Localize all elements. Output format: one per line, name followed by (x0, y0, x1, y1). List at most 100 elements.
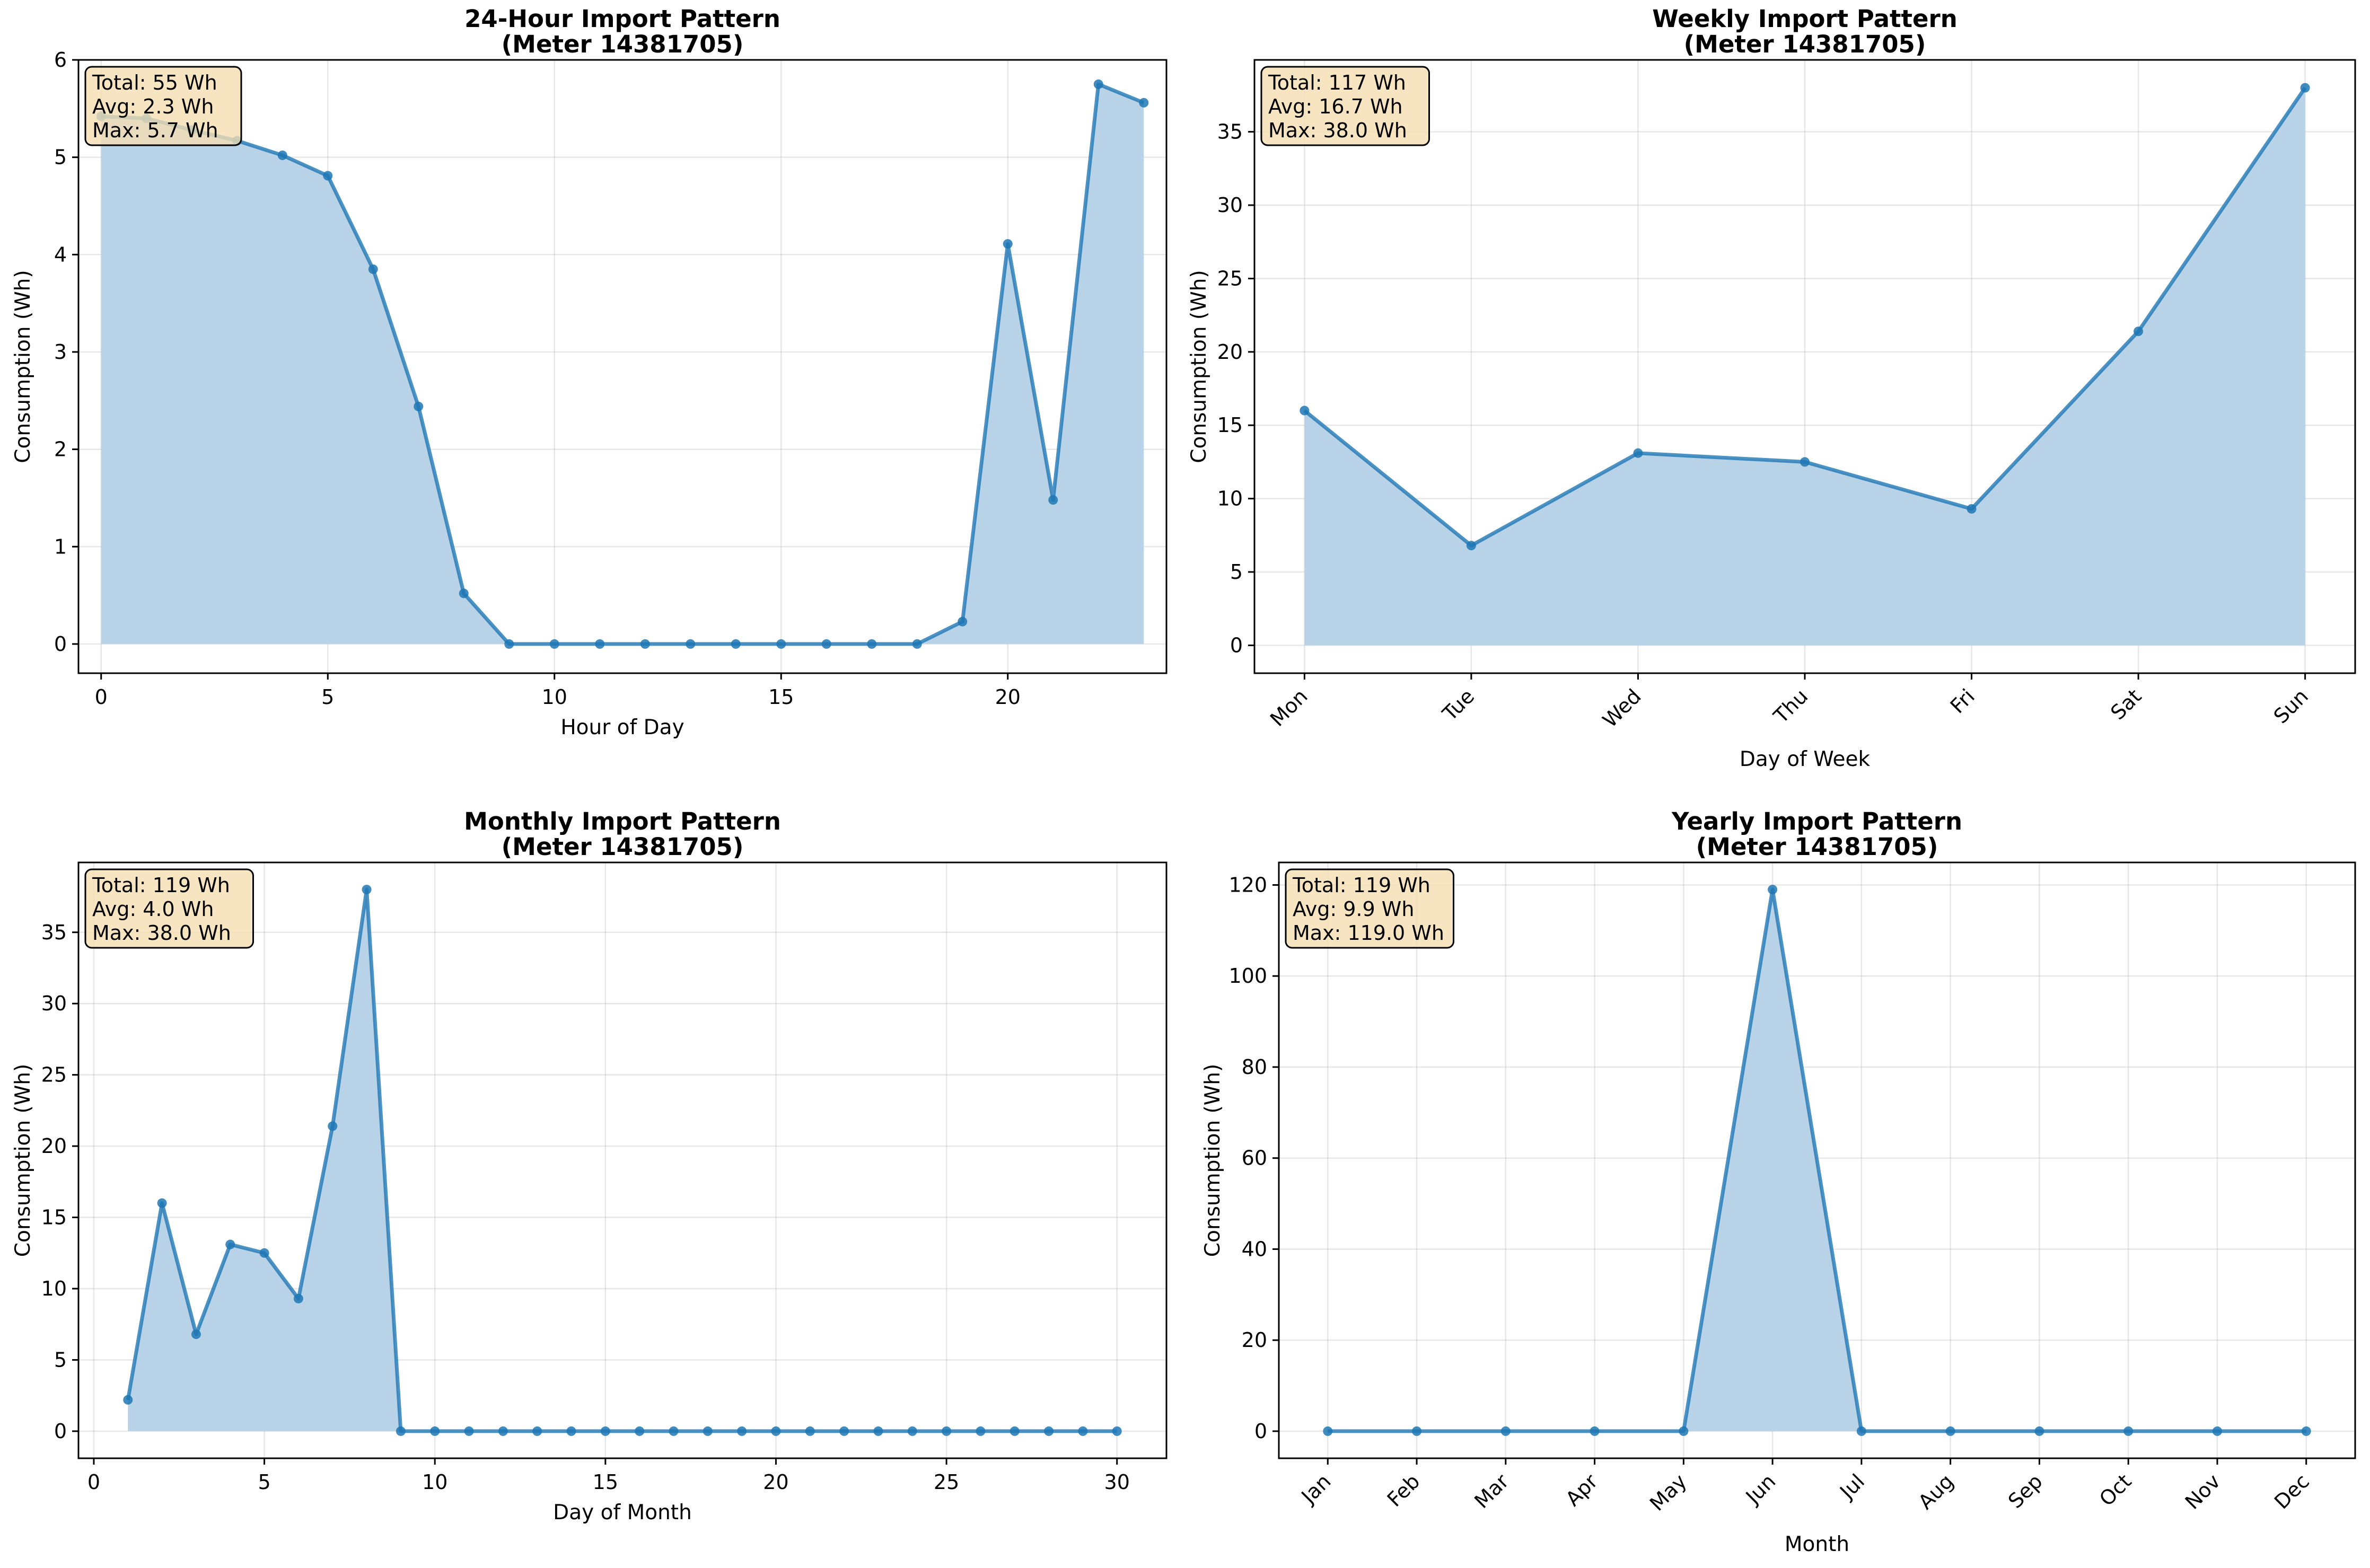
chart-panel-3: 0 5 10 15 20 25 30 0 5 10 15 20 25 30 35 Monthly Import… (11, 807, 1168, 1525)
y-tick-label: 80 (1242, 1055, 1267, 1079)
x-tick-label: Dec (2270, 1469, 2314, 1513)
chart-panel-1: 0 5 10 15 20 0 1 2 3 4 5 6 24-Hour Import Pattern(Me… (11, 5, 1168, 739)
stats-box (1260, 66, 1430, 146)
y-tick-label: 1 (54, 535, 67, 558)
x-tick-label: May (1645, 1469, 1691, 1516)
stats-line: Total: 119 Wh (1292, 874, 1430, 897)
series-line (101, 82, 1145, 646)
data-point (1768, 885, 1778, 895)
data-point (549, 639, 559, 649)
y-tick-label: 20 (1217, 340, 1243, 364)
y-tick-label: 60 (1242, 1147, 1267, 1170)
data-point (2134, 327, 2144, 337)
y-tick-label: 5 (54, 146, 67, 169)
x-axis-label: Day of Week (1740, 747, 1871, 771)
data-point (1093, 79, 1103, 89)
data-point (958, 616, 968, 627)
stats-line: Max: 5.7 Wh (92, 119, 218, 142)
x-tick-label: Aug (1913, 1469, 1958, 1514)
area-fill (101, 84, 1144, 644)
data-point (669, 1426, 679, 1436)
x-tick-label: 10 (422, 1470, 447, 1494)
data-point (566, 1426, 576, 1436)
data-point (430, 1426, 440, 1436)
axes-frame (1278, 861, 2356, 1459)
data-point (776, 639, 786, 649)
y-tick-label: 6 (54, 48, 67, 72)
axes-frame (77, 59, 1168, 674)
y-tick-label: 30 (1217, 193, 1243, 217)
x-tick-label: 20 (995, 685, 1021, 709)
y-axis-label: Consumption (Wh) (11, 270, 35, 463)
data-point (225, 1239, 235, 1249)
y-axis-label: Consumption (Wh) (1187, 270, 1211, 463)
chart-title: Monthly Import Pattern (464, 807, 781, 835)
data-point (737, 1426, 747, 1436)
data-point (1139, 98, 1149, 108)
x-tick-label: Jan (1296, 1469, 1336, 1509)
data-point (1412, 1426, 1422, 1436)
data-point (368, 264, 378, 274)
x-axis-label: Day of Month (553, 1501, 692, 1525)
x-tick-label: Sat (2106, 684, 2146, 724)
data-point (2123, 1426, 2134, 1436)
data-point (504, 639, 514, 649)
data-point (976, 1426, 986, 1436)
chart-panel-4: Jan Feb Mar Apr May Jun Jul Aug Sep Oct Nov Dec 0 20 4… (1201, 807, 2356, 1556)
x-tick-label: Mon (1266, 684, 1312, 731)
y-tick-label: 120 (1228, 874, 1267, 897)
y-tick-label: 35 (41, 921, 67, 944)
data-point (277, 150, 287, 160)
stats-line: Avg: 4.0 Wh (92, 897, 214, 921)
chart-panel-2: Mon Tue Wed Thu Fri Sat Sun 0 5 10 15 20 25 30 35 Weekl… (1187, 5, 2356, 771)
y-tick-label: 0 (54, 1420, 67, 1443)
data-point (1500, 1426, 1511, 1436)
data-point (414, 401, 424, 411)
x-tick-label: 5 (321, 685, 334, 709)
x-tick-label: Thu (1769, 684, 1812, 728)
x-tick-label: 30 (1104, 1470, 1130, 1494)
x-axis-label: Hour of Day (560, 716, 684, 739)
data-point (821, 639, 831, 649)
x-tick-label: Jun (1741, 1469, 1780, 1509)
data-point (1466, 541, 1476, 551)
data-point (191, 1329, 201, 1340)
y-axis-label: Consumption (Wh) (1201, 1064, 1225, 1257)
stats-box (84, 868, 254, 949)
data-point (2300, 83, 2310, 93)
data-point (635, 1426, 645, 1436)
data-point (123, 1395, 133, 1405)
stats-line: Avg: 16.7 Wh (1268, 95, 1403, 118)
y-tick-label: 35 (1217, 120, 1243, 144)
data-point (703, 1426, 713, 1436)
y-tick-label: 5 (1230, 560, 1243, 584)
x-axis-label: Month (1785, 1532, 1849, 1556)
chart-subtitle: (Meter 14381705) (502, 833, 744, 861)
data-point (532, 1426, 542, 1436)
stats-line: Total: 55 Wh (92, 71, 217, 94)
data-point (907, 1426, 917, 1436)
stats-line: Max: 38.0 Wh (92, 921, 231, 945)
y-tick-label: 30 (41, 992, 67, 1015)
y-tick-label: 10 (1217, 487, 1243, 510)
stats-line: Avg: 2.3 Wh (92, 95, 214, 118)
chart-subtitle: (Meter 14381705) (502, 30, 744, 58)
chart-title: Weekly Import Pattern (1652, 5, 1957, 33)
stats-box (1285, 868, 1454, 949)
data-point (1967, 504, 1977, 514)
x-tick-label: 20 (763, 1470, 788, 1494)
x-tick-label: Oct (2095, 1469, 2136, 1511)
data-point (1300, 406, 1310, 416)
data-point (1633, 448, 1643, 458)
x-tick-label: 5 (258, 1470, 270, 1494)
y-tick-label: 0 (1230, 633, 1243, 657)
y-tick-label: 4 (54, 243, 67, 266)
y-tick-label: 15 (41, 1206, 67, 1229)
data-point (912, 639, 922, 649)
data-point (362, 885, 372, 895)
data-point (1078, 1426, 1088, 1436)
x-tick-label: 15 (768, 685, 794, 709)
data-point (259, 1248, 269, 1258)
data-point (459, 588, 469, 598)
